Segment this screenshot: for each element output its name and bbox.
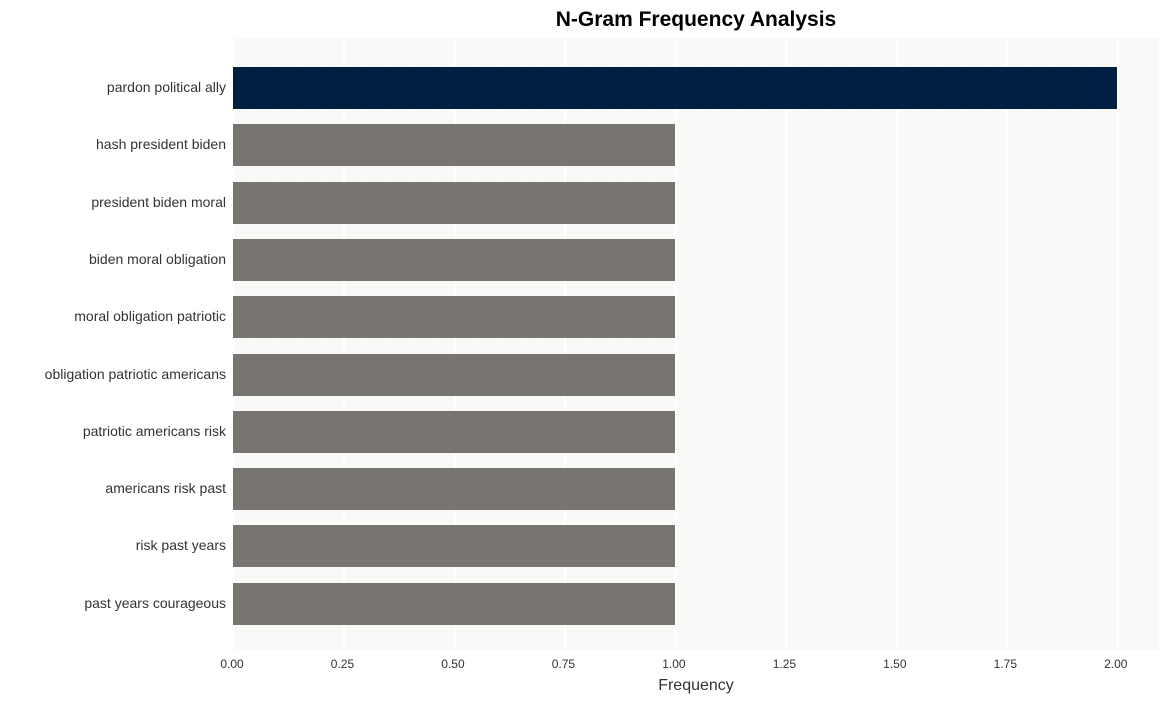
y-tick-label: americans risk past <box>105 480 226 496</box>
y-tick-label: risk past years <box>136 537 226 553</box>
x-axis-ticks: 0.000.250.500.751.001.251.501.752.00 <box>232 657 1160 677</box>
y-tick-label: past years courageous <box>84 595 226 611</box>
chart-title: N-Gram Frequency Analysis <box>232 8 1160 32</box>
x-minor-gridline <box>1161 38 1162 650</box>
x-tick-label: 0.75 <box>552 657 575 671</box>
bar <box>233 182 675 224</box>
x-minor-gridline <box>830 38 831 650</box>
x-major-gridline <box>1006 38 1008 650</box>
plot-area <box>232 37 1160 651</box>
bar <box>233 354 675 396</box>
bar <box>233 525 675 567</box>
x-minor-gridline <box>1051 38 1052 650</box>
x-minor-gridline <box>741 38 742 650</box>
x-tick-label: 2.00 <box>1104 657 1127 671</box>
y-tick-label: pardon political ally <box>107 79 226 95</box>
bar <box>233 296 675 338</box>
bar <box>233 468 675 510</box>
x-minor-gridline <box>874 38 875 650</box>
x-major-gridline <box>785 38 787 650</box>
y-tick-label: obligation patriotic americans <box>45 366 226 382</box>
y-tick-label: hash president biden <box>96 136 226 152</box>
y-tick-label: biden moral obligation <box>89 251 226 267</box>
y-tick-label: president biden moral <box>91 194 226 210</box>
x-tick-label: 1.50 <box>883 657 906 671</box>
y-tick-label: patriotic americans risk <box>83 423 226 439</box>
y-tick-label: moral obligation patriotic <box>74 308 226 324</box>
x-minor-gridline <box>940 38 941 650</box>
x-minor-gridline <box>807 38 808 650</box>
x-tick-label: 0.25 <box>331 657 354 671</box>
x-major-gridline <box>896 38 898 650</box>
x-tick-label: 1.00 <box>662 657 685 671</box>
x-minor-gridline <box>1028 38 1029 650</box>
x-tick-label: 0.00 <box>220 657 243 671</box>
x-minor-gridline <box>697 38 698 650</box>
x-minor-gridline <box>1139 38 1140 650</box>
x-minor-gridline <box>962 38 963 650</box>
x-minor-gridline <box>1095 38 1096 650</box>
bar <box>233 67 1117 109</box>
bar <box>233 411 675 453</box>
bar <box>233 124 675 166</box>
x-axis-label: Frequency <box>232 677 1160 695</box>
x-tick-label: 1.75 <box>994 657 1017 671</box>
x-tick-label: 1.25 <box>773 657 796 671</box>
y-axis-ticks: pardon political ally hash president bide… <box>0 37 226 651</box>
x-major-gridline <box>675 38 677 650</box>
bar <box>233 239 675 281</box>
bar <box>233 583 675 625</box>
x-minor-gridline <box>918 38 919 650</box>
x-minor-gridline <box>852 38 853 650</box>
x-minor-gridline <box>984 38 985 650</box>
x-minor-gridline <box>1073 38 1074 650</box>
x-major-gridline <box>1117 38 1119 650</box>
x-minor-gridline <box>719 38 720 650</box>
x-minor-gridline <box>763 38 764 650</box>
x-tick-label: 0.50 <box>441 657 464 671</box>
